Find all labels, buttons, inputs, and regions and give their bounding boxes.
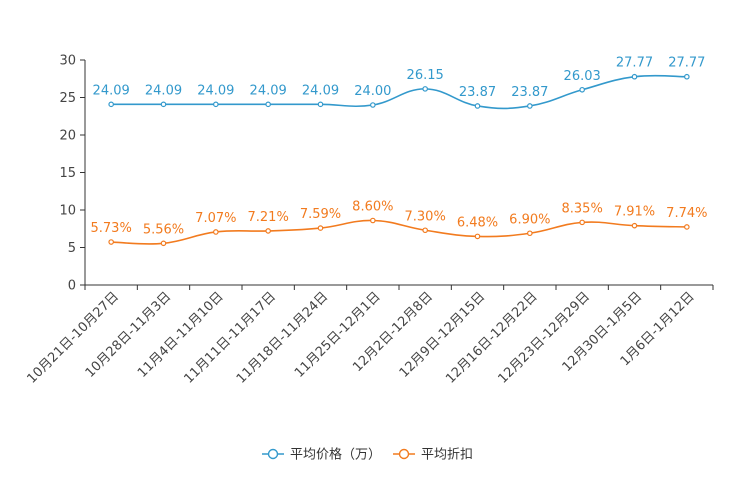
data-label: 24.00: [354, 84, 391, 99]
data-label: 26.15: [407, 68, 444, 83]
data-label: 6.48%: [457, 215, 498, 230]
data-point: [370, 217, 376, 224]
data-point: [108, 239, 114, 245]
data-label: 7.91%: [614, 205, 655, 220]
data-point: [317, 225, 324, 231]
data-label: 6.90%: [509, 212, 550, 227]
series-layer: [108, 73, 690, 247]
data-point: [160, 101, 167, 108]
x-tick-label: 11月11日-11月17日: [182, 289, 279, 386]
data-label: 7.21%: [248, 210, 289, 225]
data-point: [213, 101, 219, 108]
x-tick-label: 10月21日-10月27日: [25, 289, 122, 386]
data-point: [422, 227, 428, 234]
data-label: 8.60%: [352, 200, 393, 215]
data-label: 5.73%: [91, 221, 132, 236]
data-label: 8.35%: [562, 201, 603, 216]
data-label: 26.03: [564, 69, 601, 84]
legend: 平均价格（万） 平均折扣: [262, 447, 473, 463]
legend-label-2: 平均折扣: [421, 448, 473, 463]
data-labels: 24.09 24.09 24.09 24.09 24.09 24.00 26.15 23.87…: [91, 56, 708, 238]
data-label: 27.77: [668, 56, 705, 71]
data-point: [370, 102, 376, 108]
data-point: [684, 73, 690, 80]
data-label: 7.59%: [300, 207, 341, 222]
series-line-2: [111, 219, 687, 245]
data-point: [474, 103, 481, 109]
data-label: 5.56%: [143, 222, 184, 237]
data-point: [579, 219, 585, 226]
data-label: 24.09: [302, 83, 339, 98]
data-point: [474, 233, 481, 240]
data-point: [422, 86, 428, 92]
data-label: 23.87: [459, 85, 496, 100]
legend-marker-1: [267, 448, 279, 460]
data-label: 7.07%: [195, 211, 236, 226]
y-tick-label: 5: [68, 241, 76, 256]
data-label: 24.09: [250, 83, 287, 98]
data-label: 27.77: [616, 56, 653, 71]
data-label: 23.87: [511, 85, 548, 100]
data-label: 7.74%: [666, 206, 707, 221]
series-line-1: [111, 74, 687, 110]
legend-label-1: 平均价格（万）: [290, 447, 381, 463]
y-tick-label: 25: [59, 91, 76, 106]
data-point: [265, 228, 271, 234]
data-point: [527, 230, 533, 237]
y-tick-label: 0: [68, 279, 76, 294]
data-label: 24.09: [145, 83, 182, 98]
data-point: [213, 229, 219, 235]
data-label: 24.09: [93, 83, 130, 98]
y-tick-label: 10: [59, 204, 76, 219]
x-tick-label: 12月23日-12月29日: [496, 289, 593, 386]
y-tick-label: 20: [59, 129, 76, 144]
legend-marker-2: [398, 448, 410, 460]
x-tick-label: 12月16日-12月22日: [443, 289, 540, 386]
y-tick-label: 30: [59, 54, 76, 69]
data-point: [684, 224, 690, 230]
data-point: [108, 101, 114, 108]
data-point: [579, 86, 585, 93]
y-tick-label: 15: [59, 166, 76, 181]
data-point: [160, 240, 167, 247]
data-point: [265, 101, 271, 108]
data-label: 7.30%: [405, 209, 446, 224]
data-point: [631, 73, 638, 80]
x-tick-label: 11月18日-11月24日: [234, 289, 331, 386]
data-point: [631, 222, 638, 229]
data-point: [527, 103, 533, 109]
data-point: [317, 101, 324, 108]
data-label: 24.09: [197, 83, 234, 98]
